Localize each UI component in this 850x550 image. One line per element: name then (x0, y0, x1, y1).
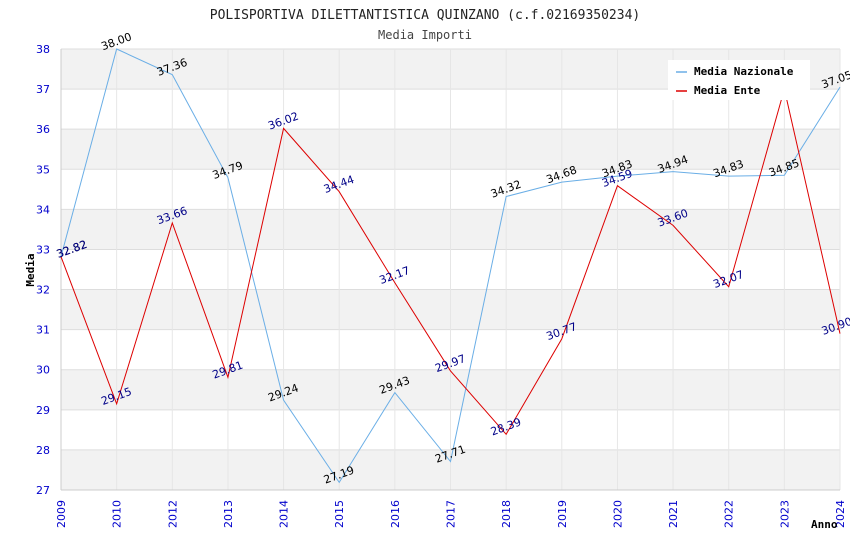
y-tick-label: 32 (36, 284, 50, 297)
x-tick-label: 2024 (834, 500, 847, 528)
x-tick-label: 2018 (500, 500, 513, 528)
x-tick-label: 2014 (278, 500, 291, 528)
legend-box (668, 60, 810, 100)
y-tick-label: 38 (36, 43, 50, 56)
x-tick-label: 2021 (667, 500, 680, 528)
x-tick-labels: 2009 2010 2012 2013 2014 2015 2016 2017 2018 2019… (55, 500, 847, 528)
legend-label-nazionale: Media Nazionale (694, 65, 794, 78)
series-line-media-nazionale (60, 48, 841, 484)
legend-label-ente: Media Ente (694, 84, 761, 97)
x-axis-label: Anno (811, 518, 838, 531)
x-tick-label: 2016 (389, 500, 402, 528)
x-tick-label: 2013 (222, 500, 235, 528)
y-axis-label: Media (24, 253, 37, 286)
y-tick-label: 34 (36, 203, 50, 216)
y-tick-label: 36 (36, 123, 50, 136)
x-tick-label: 2012 (166, 500, 179, 528)
grid-lines (60, 48, 841, 491)
axes (60, 49, 840, 491)
y-tick-label: 27 (36, 484, 50, 497)
y-tick-label: 35 (36, 163, 50, 176)
y-tick-label: 29 (36, 404, 50, 417)
x-tick-label: 2015 (333, 500, 346, 528)
x-tick-label: 2019 (556, 500, 569, 528)
x-tick-label: 2020 (611, 500, 624, 528)
x-tick-label: 2017 (445, 500, 458, 528)
x-tick-label: 2022 (723, 500, 736, 528)
y-tick-label: 37 (36, 83, 50, 96)
series-line-media-ente (60, 88, 841, 436)
y-tick-label: 33 (36, 243, 50, 256)
y-tick-label: 31 (36, 324, 50, 337)
series-lines (60, 48, 841, 484)
y-tick-label: 28 (36, 444, 50, 457)
y-tick-labels: 27 28 29 30 31 32 33 34 35 36 37 38 (36, 43, 50, 497)
y-tick-label: 30 (36, 364, 50, 377)
chart-subtitle: Media Importi (378, 28, 472, 42)
legend: Media Nazionale Media Ente (668, 60, 810, 100)
x-tick-label: 2023 (778, 500, 791, 528)
chart-title: POLISPORTIVA DILETTANTISTICA QUINZANO (c… (210, 8, 640, 23)
x-tick-label: 2010 (111, 500, 124, 528)
x-tick-label: 2009 (55, 500, 68, 528)
